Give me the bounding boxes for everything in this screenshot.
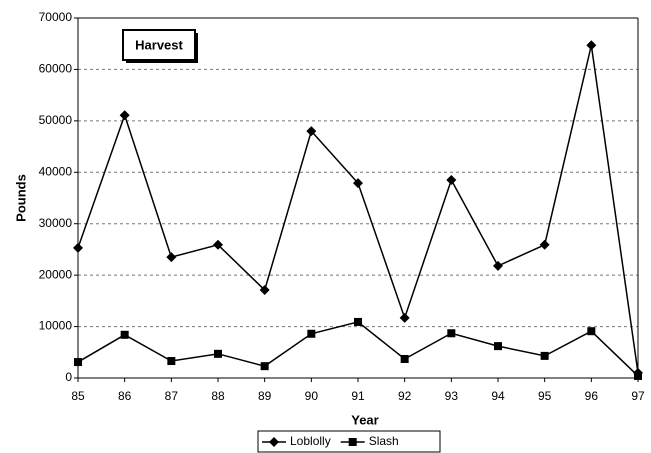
x-tick-label: 86 <box>118 389 132 403</box>
y-tick-label: 70000 <box>39 10 73 24</box>
y-tick-label: 10000 <box>39 319 73 333</box>
data-point <box>540 351 549 360</box>
data-point <box>586 40 597 51</box>
data-point <box>213 239 223 250</box>
x-tick-label: 94 <box>491 389 505 403</box>
data-point <box>120 330 129 339</box>
data-point <box>400 354 409 363</box>
x-tick-label: 88 <box>211 389 225 403</box>
x-tick-label: 93 <box>445 389 459 403</box>
data-point <box>354 317 362 326</box>
data-point <box>446 175 457 185</box>
legend-marker <box>269 437 279 447</box>
x-tick-label: 90 <box>305 389 319 403</box>
x-tick-label: 87 <box>165 389 179 403</box>
data-point <box>214 349 222 358</box>
data-point <box>307 329 316 338</box>
y-tick-label: 50000 <box>39 113 73 127</box>
y-tick-label: 0 <box>65 370 72 384</box>
y-tick-label: 20000 <box>39 267 73 281</box>
data-point <box>167 357 176 366</box>
x-tick-label: 89 <box>258 389 272 403</box>
data-point <box>259 285 270 296</box>
data-point <box>74 358 82 367</box>
data-point <box>493 260 503 271</box>
legend-label: Loblolly <box>290 434 331 448</box>
data-point <box>539 239 550 250</box>
data-point <box>119 110 130 121</box>
x-tick-label: 96 <box>585 389 599 403</box>
x-tick-label: 85 <box>71 389 85 403</box>
legend-label: Slash <box>369 434 399 448</box>
data-point <box>73 242 83 253</box>
data-point <box>634 371 642 380</box>
x-tick-label: 97 <box>631 389 645 403</box>
x-tick-label: 92 <box>398 389 412 403</box>
data-point <box>447 329 456 338</box>
chart-title: Harvest <box>135 37 183 52</box>
x-axis-label: Year <box>351 412 378 427</box>
legend-marker <box>348 438 357 446</box>
series-line <box>77 321 639 377</box>
y-tick-label: 40000 <box>39 164 73 178</box>
data-point <box>260 362 269 371</box>
y-tick-label: 60000 <box>39 62 73 76</box>
x-tick-label: 95 <box>538 389 552 403</box>
y-axis-label: Pounds <box>13 174 28 222</box>
y-tick-label: 30000 <box>39 216 73 230</box>
x-tick-label: 91 <box>351 389 365 403</box>
data-point <box>306 126 317 137</box>
data-point <box>166 252 177 263</box>
data-point <box>587 327 596 336</box>
data-point <box>494 342 502 351</box>
title-box <box>122 29 196 61</box>
data-point <box>399 312 410 323</box>
data-point <box>353 178 363 189</box>
